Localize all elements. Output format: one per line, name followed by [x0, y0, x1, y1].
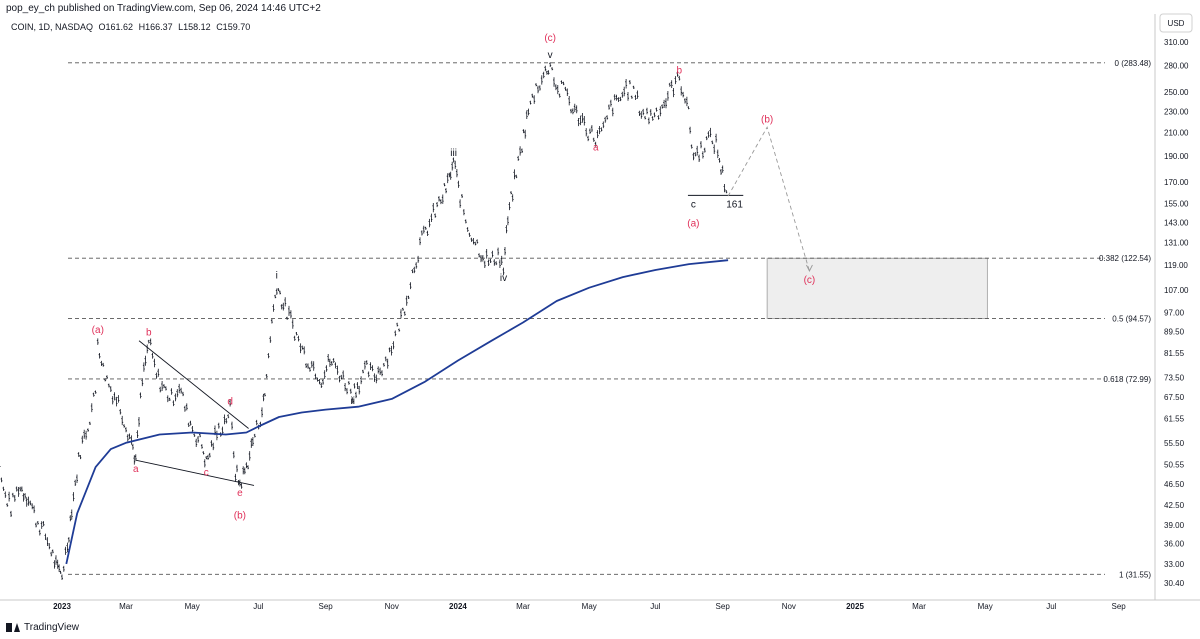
price-tick-label: 36.00 [1164, 540, 1185, 549]
wave-label: d [227, 397, 233, 408]
wave-label: (c) [804, 275, 816, 286]
time-tick-label: Nov [782, 602, 796, 611]
time-tick-label: May [582, 602, 597, 611]
wave-label: (b) [234, 511, 246, 522]
wave-label: c [204, 467, 209, 478]
wave-label: (a) [92, 325, 104, 336]
symbol-name: COIN, 1D, NASDAQ [11, 22, 94, 32]
time-tick-label: Mar [119, 602, 133, 611]
time-tick-label: 2025 [846, 602, 864, 611]
ohlc-open: O161.62 [98, 22, 134, 32]
wave-label: (a) [687, 218, 699, 229]
price-tick-label: 42.50 [1164, 501, 1185, 510]
time-tick-label: Nov [385, 602, 399, 611]
price-tick-label: 131.00 [1164, 239, 1189, 248]
price-tick-label: 50.55 [1164, 461, 1185, 470]
time-tick-label: Jul [1046, 602, 1056, 611]
time-tick-label: May [978, 602, 993, 611]
time-tick-label: Jul [253, 602, 263, 611]
price-tick-label: 310.00 [1164, 38, 1189, 47]
ohlc-close: C159.70 [216, 22, 251, 32]
target-zone-box [766, 257, 988, 319]
price-tick-label: 61.55 [1164, 415, 1185, 424]
price-tick-label: 210.00 [1164, 129, 1189, 138]
ohlc-high: H166.37 [138, 22, 173, 32]
price-tick-label: 73.50 [1164, 373, 1185, 382]
wave-label: 161 [726, 199, 743, 210]
price-tick-label: 81.55 [1164, 349, 1185, 358]
ohlc-low: L158.12 [178, 22, 211, 32]
fib-levels: 0 (283.48) 0.382 (122.54) 0.5 (94.57) 0.618… [68, 59, 1152, 579]
wave-label: i [276, 270, 278, 281]
target-zone [766, 257, 988, 319]
moving-average-line [65, 259, 729, 565]
projection-line [727, 126, 810, 272]
wave-label: ii [351, 396, 355, 407]
footer-brand[interactable]: TradingView [6, 622, 79, 633]
price-tick-label: 55.50 [1164, 439, 1185, 448]
fib-level-label: 0 (283.48) [1115, 59, 1152, 68]
price-tick-label: 107.00 [1164, 286, 1189, 295]
price-bars [0, 62, 728, 580]
wave-label: b [676, 66, 682, 77]
trendline [138, 340, 249, 429]
moving-average [65, 259, 729, 565]
tradingview-logo-icon [6, 623, 20, 632]
wave-label: (b) [761, 114, 773, 125]
price-tick-label: 119.00 [1164, 261, 1188, 270]
currency-badge [1159, 13, 1193, 33]
time-axis[interactable]: 2023 Mar May Jul Sep Nov 2024 Mar May Jul Sep Nov 20… [53, 602, 1126, 611]
time-tick-label: Sep [716, 602, 731, 611]
wave-label: a [593, 142, 599, 153]
wave-label: (c) [544, 33, 556, 44]
price-tick-label: 190.00 [1164, 152, 1189, 161]
time-tick-label: 2023 [53, 602, 71, 611]
price-tick-label: 143.00 [1164, 218, 1189, 227]
fib-level-label: 1 (31.55) [1119, 570, 1151, 579]
wave-label: c [691, 199, 696, 210]
price-tick-label: 230.00 [1164, 108, 1189, 117]
trendlines [135, 194, 744, 486]
wave-label: v [548, 50, 553, 61]
time-tick-label: Jul [650, 602, 660, 611]
price-tick-label: 250.00 [1164, 88, 1189, 97]
price-tick-label: 33.00 [1164, 560, 1185, 569]
price-axis[interactable]: USD 310.00 280.00 250.00 230.00 210.00 190.00 1… [0, 13, 1200, 601]
fib-level-label: 0.618 (72.99) [1103, 375, 1151, 384]
price-tick-label: 67.50 [1164, 393, 1185, 402]
wave-label: e [237, 488, 243, 499]
time-tick-label: 2024 [449, 602, 467, 611]
publish-header: pop_ey_ch published on TradingView.com, … [6, 3, 321, 14]
wave-label: a [133, 464, 139, 475]
price-tick-label: 39.00 [1164, 521, 1185, 530]
wave-label: iii [450, 148, 457, 159]
wave-label: b [146, 328, 152, 339]
time-tick-label: May [185, 602, 200, 611]
time-tick-label: Mar [912, 602, 926, 611]
fib-level-label: 0.382 (122.54) [1099, 254, 1151, 263]
fib-level-label: 0.5 (94.57) [1112, 315, 1151, 324]
time-tick-label: Mar [516, 602, 530, 611]
price-tick-label: 30.40 [1164, 579, 1185, 588]
price-tick-label: 46.50 [1164, 480, 1185, 489]
wave-label: iv [500, 273, 507, 284]
trendline [135, 459, 255, 486]
footer-brand-text: TradingView [24, 622, 80, 633]
price-tick-label: 170.00 [1164, 178, 1189, 187]
price-tick-label: 280.00 [1164, 62, 1189, 71]
projection-path [727, 126, 813, 273]
price-tick-label: 97.00 [1164, 309, 1185, 318]
time-tick-label: Sep [1111, 602, 1126, 611]
symbol-legend[interactable]: COIN, 1D, NASDAQ O161.62 H166.37 L158.12… [11, 22, 253, 32]
price-tick-label: 155.00 [1164, 199, 1189, 208]
price-series [0, 62, 728, 580]
currency-label: USD [1168, 19, 1185, 28]
projection-arrow-icon [806, 264, 813, 273]
time-tick-label: Sep [318, 602, 333, 611]
price-tick-label: 89.50 [1164, 327, 1185, 336]
